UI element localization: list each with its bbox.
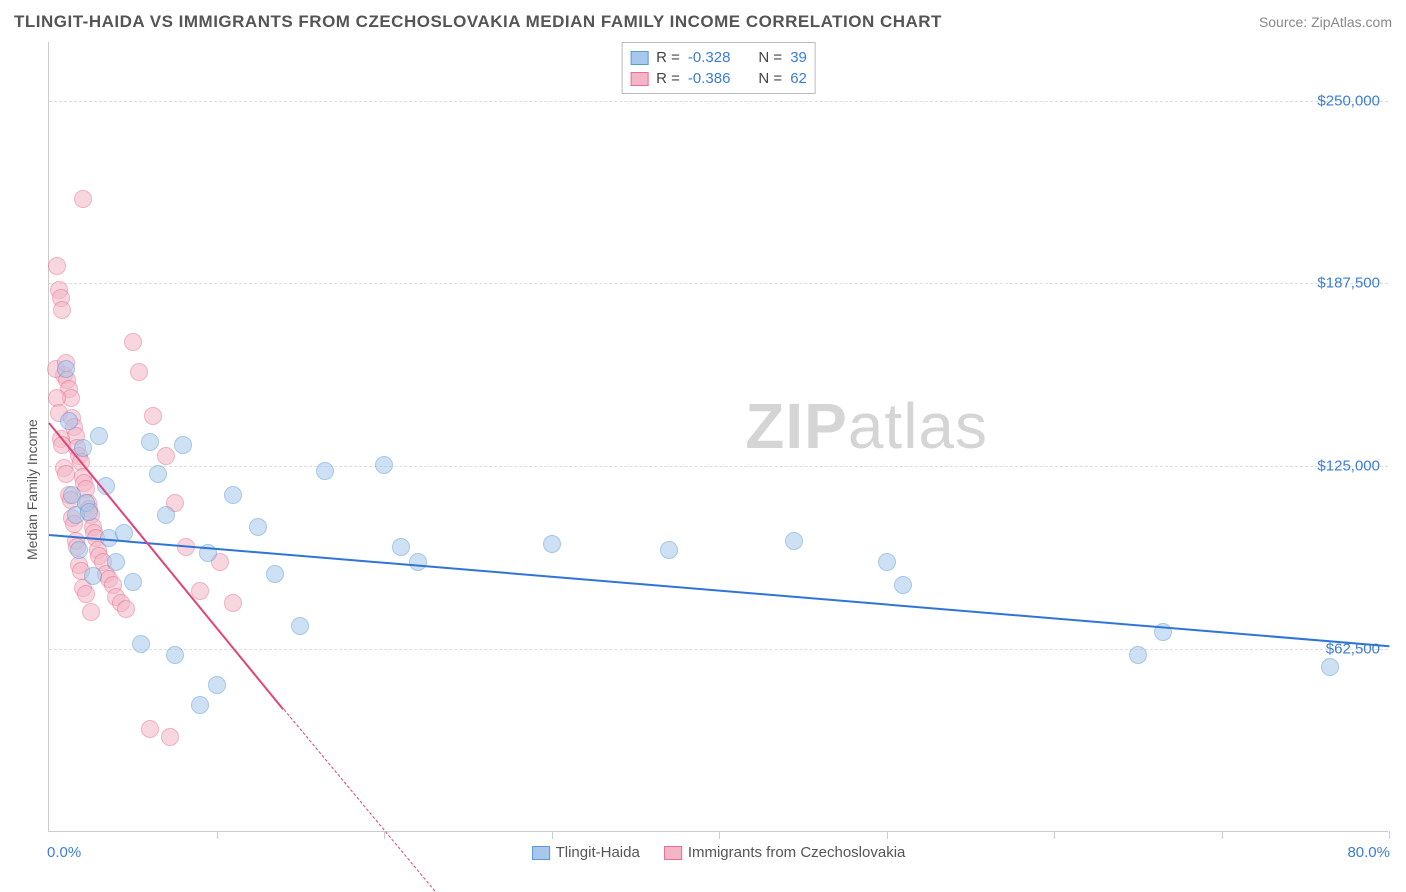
scatter-point [543, 535, 561, 553]
legend-swatch-1 [532, 846, 550, 860]
scatter-point [141, 720, 159, 738]
scatter-point [84, 567, 102, 585]
chart-source: Source: ZipAtlas.com [1259, 14, 1392, 30]
scatter-point [266, 565, 284, 583]
x-tick [1389, 831, 1390, 839]
scatter-point [74, 190, 92, 208]
y-tick-label: $250,000 [1317, 92, 1380, 109]
scatter-point [157, 506, 175, 524]
x-tick [887, 831, 888, 839]
scatter-point [48, 257, 66, 275]
correlation-stats-legend: R = -0.328 N = 39 R = -0.386 N = 62 [621, 42, 816, 94]
scatter-point [1129, 646, 1147, 664]
scatter-point [894, 576, 912, 594]
scatter-point [191, 696, 209, 714]
scatter-point [57, 360, 75, 378]
x-axis-max-label: 80.0% [1347, 844, 1390, 861]
scatter-point [409, 553, 427, 571]
scatter-point [878, 553, 896, 571]
swatch-series-2 [630, 72, 648, 86]
chart-title: TLINGIT-HAIDA VS IMMIGRANTS FROM CZECHOS… [14, 12, 942, 32]
scatter-point [130, 363, 148, 381]
scatter-point [124, 573, 142, 591]
stats-row-series-1: R = -0.328 N = 39 [630, 47, 807, 68]
scatter-point [144, 407, 162, 425]
scatter-point [316, 462, 334, 480]
gridline [49, 466, 1388, 467]
legend-label-2: Immigrants from Czechoslovakia [688, 844, 906, 861]
legend-label-1: Tlingit-Haida [556, 844, 640, 861]
x-axis-min-label: 0.0% [47, 844, 81, 861]
scatter-point [157, 447, 175, 465]
scatter-point [224, 486, 242, 504]
scatter-point [53, 301, 71, 319]
scatter-point [166, 646, 184, 664]
scatter-point [249, 518, 267, 536]
trend-line [49, 534, 1389, 647]
x-tick [217, 831, 218, 839]
scatter-point [70, 541, 88, 559]
x-tick [719, 831, 720, 839]
legend-item-1: Tlingit-Haida [532, 844, 640, 861]
swatch-series-1 [630, 51, 648, 65]
scatter-point [80, 503, 98, 521]
scatter-point [141, 433, 159, 451]
scatter-point [392, 538, 410, 556]
scatter-point [161, 728, 179, 746]
x-tick [1222, 831, 1223, 839]
scatter-point [77, 585, 95, 603]
scatter-point [1321, 658, 1339, 676]
scatter-point [57, 465, 75, 483]
scatter-point [117, 600, 135, 618]
y-axis-label: Median Family Income [24, 419, 40, 560]
watermark: ZIPatlas [745, 389, 988, 463]
scatter-point [90, 427, 108, 445]
scatter-point [82, 603, 100, 621]
stats-row-series-2: R = -0.386 N = 62 [630, 68, 807, 89]
scatter-point [208, 676, 226, 694]
series-legend: Tlingit-Haida Immigrants from Czechoslov… [532, 844, 906, 861]
scatter-point [785, 532, 803, 550]
y-tick-label: $125,000 [1317, 458, 1380, 475]
gridline [49, 283, 1388, 284]
scatter-point [149, 465, 167, 483]
scatter-point [174, 436, 192, 454]
scatter-point [60, 412, 78, 430]
scatter-point [124, 333, 142, 351]
trend-line [283, 709, 435, 891]
gridline [49, 649, 1388, 650]
scatter-point [107, 553, 125, 571]
legend-swatch-2 [664, 846, 682, 860]
scatter-plot-area: ZIPatlas R = -0.328 N = 39 R = -0.386 N … [48, 42, 1388, 832]
scatter-point [291, 617, 309, 635]
chart-header: TLINGIT-HAIDA VS IMMIGRANTS FROM CZECHOS… [14, 12, 1392, 32]
scatter-point [224, 594, 242, 612]
scatter-point [132, 635, 150, 653]
scatter-point [375, 456, 393, 474]
x-tick [552, 831, 553, 839]
y-tick-label: $187,500 [1317, 275, 1380, 292]
x-tick [1054, 831, 1055, 839]
legend-item-2: Immigrants from Czechoslovakia [664, 844, 906, 861]
scatter-point [660, 541, 678, 559]
gridline [49, 101, 1388, 102]
